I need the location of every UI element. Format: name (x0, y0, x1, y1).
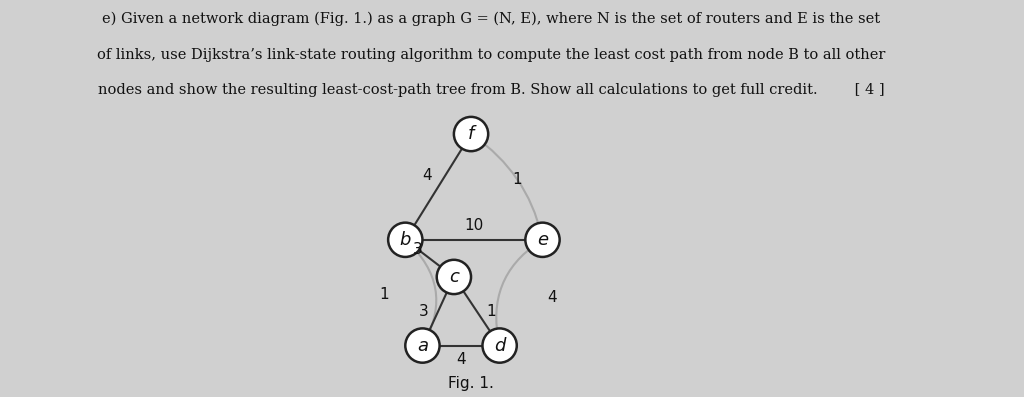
FancyArrowPatch shape (408, 242, 436, 341)
Text: 4: 4 (548, 290, 557, 304)
FancyArrowPatch shape (497, 243, 539, 343)
Text: b: b (399, 231, 411, 249)
Text: 4: 4 (422, 168, 431, 183)
Text: nodes and show the resulting least-cost-path tree from B. Show all calculations : nodes and show the resulting least-cost-… (98, 83, 885, 97)
Text: 3: 3 (419, 304, 429, 319)
Text: e: e (537, 231, 548, 249)
Text: d: d (494, 337, 505, 355)
Text: of links, use Dijkstra’s link-state routing algorithm to compute the least cost : of links, use Dijkstra’s link-state rout… (97, 48, 886, 62)
Text: 1: 1 (513, 172, 522, 187)
Text: 1: 1 (379, 287, 389, 302)
Circle shape (482, 328, 517, 363)
Circle shape (437, 260, 471, 294)
Circle shape (454, 117, 488, 151)
Text: 1: 1 (486, 304, 496, 319)
FancyArrowPatch shape (473, 136, 544, 235)
Text: Fig. 1.: Fig. 1. (449, 376, 494, 391)
Text: c: c (449, 268, 459, 286)
Text: 3: 3 (414, 242, 423, 257)
Circle shape (388, 223, 423, 257)
Text: a: a (417, 337, 428, 355)
Text: f: f (468, 125, 474, 143)
Text: e) Given a network diagram (Fig. 1.) as a graph G = (N, E), where N is the set o: e) Given a network diagram (Fig. 1.) as … (102, 12, 881, 26)
Text: 10: 10 (464, 218, 483, 233)
Text: 4: 4 (457, 353, 466, 367)
Circle shape (525, 223, 560, 257)
Circle shape (406, 328, 439, 363)
